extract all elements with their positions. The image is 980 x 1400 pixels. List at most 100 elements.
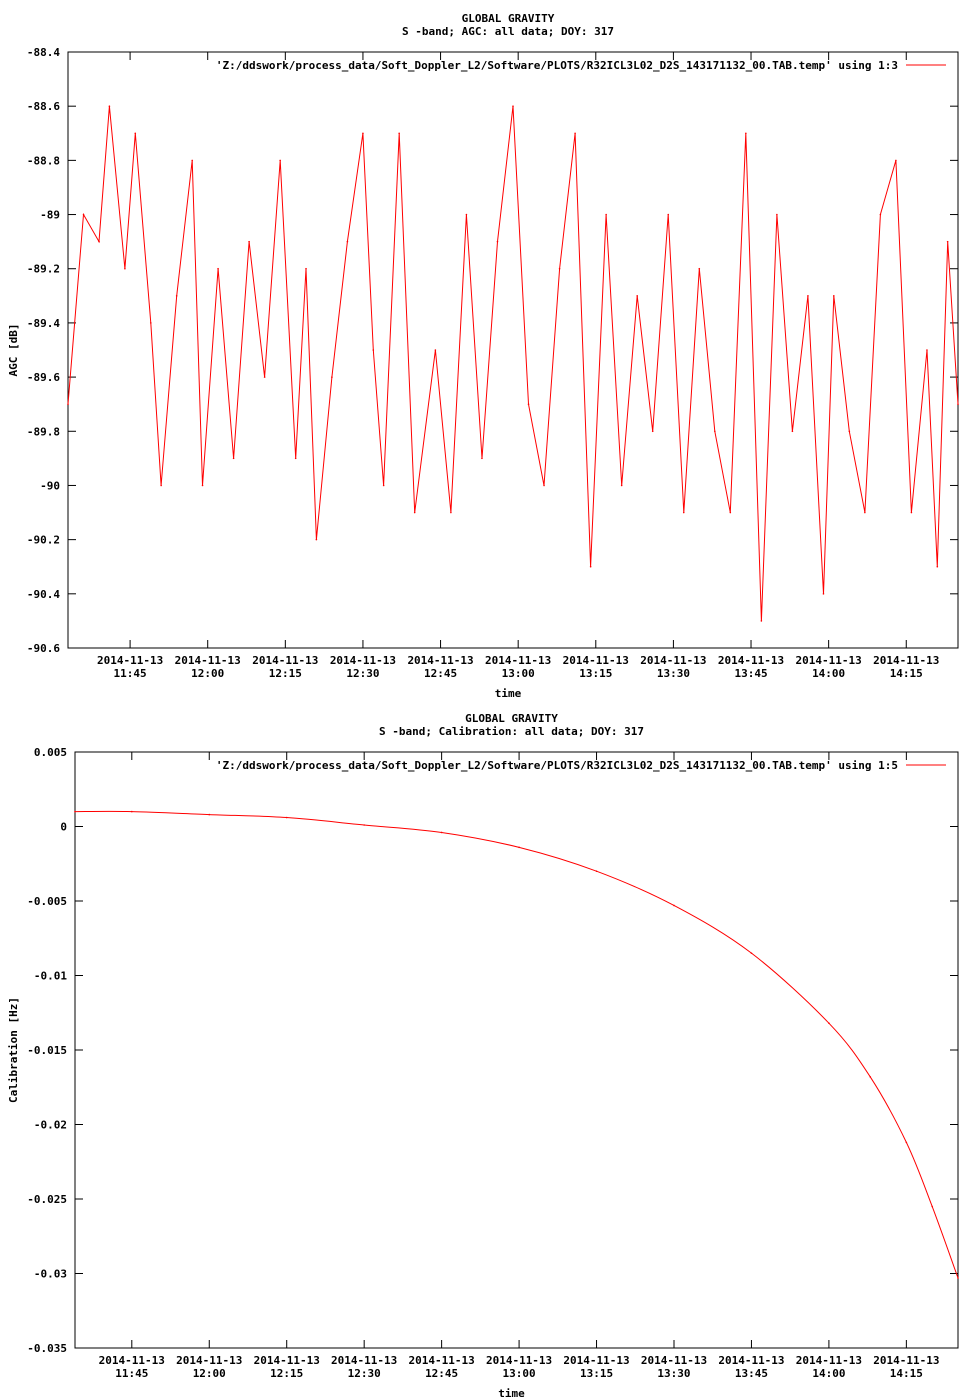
data-point [331,376,333,378]
x-tick-label-date: 2014-11-13 [407,654,473,667]
x-tick-label-time: 12:45 [425,1367,458,1380]
x-tick-label-date: 2014-11-13 [641,1354,707,1367]
x-tick-label-time: 13:30 [657,1367,690,1380]
data-point [315,538,318,541]
y-tick-label: -89.4 [27,317,60,330]
data-point [682,511,685,514]
data-point [543,484,545,487]
x-tick-label-time: 13:15 [579,667,612,680]
x-tick-label-date: 2014-11-13 [640,654,706,667]
y-tick-label: -88.8 [27,154,60,167]
chart-title: GLOBAL GRAVITY [462,12,555,25]
data-point [294,457,297,460]
data-point [160,484,162,487]
data-point [263,376,266,378]
data-point [905,1141,908,1144]
data-point [957,1277,959,1279]
series-line [67,106,959,621]
data-point [149,322,152,324]
x-tick-label-date: 2014-11-13 [486,1354,552,1367]
data-point [895,159,897,162]
data-point [131,810,133,813]
x-tick-label-date: 2014-11-13 [873,654,939,667]
y-tick-label: -0.015 [27,1044,67,1057]
data-point [363,824,365,826]
y-tick-label: -90.2 [27,534,60,547]
x-tick-label-time: 13:15 [580,1367,613,1380]
data-point [910,511,913,514]
x-tick-label-date: 2014-11-13 [254,1354,320,1367]
data-point [667,213,670,216]
x-tick-label-time: 12:30 [346,667,379,680]
y-axis-label: Calibration [Hz] [7,997,20,1103]
data-point [589,565,592,568]
y-tick-label: -90.6 [27,642,60,655]
data-point [413,511,416,514]
data-point [605,213,607,216]
y-tick-label: 0 [60,821,67,834]
data-point [620,484,623,487]
x-tick-label-date: 2014-11-13 [718,1354,784,1367]
data-point [248,240,250,243]
data-point [305,267,307,270]
x-tick-label-time: 13:45 [734,667,767,680]
data-point [957,403,959,405]
y-axis-label: AGC [dB] [7,324,20,377]
data-point [208,813,211,816]
x-tick-label-time: 14:00 [812,1367,845,1380]
x-tick-label-date: 2014-11-13 [252,654,318,667]
data-point [822,593,825,595]
data-point [651,430,654,433]
x-tick-label-date: 2014-11-13 [718,654,784,667]
data-point [98,240,100,243]
data-point [450,511,452,514]
data-point [434,349,437,351]
data-point [285,816,288,819]
data-point [828,1022,830,1024]
x-tick-label-time: 11:45 [114,667,147,680]
x-tick-label-time: 12:30 [348,1367,381,1380]
data-point [558,267,561,270]
data-point [946,240,949,243]
data-point [926,349,928,351]
data-point [714,430,716,433]
x-tick-label-date: 2014-11-13 [796,1354,862,1367]
data-point [232,457,235,460]
data-point [879,213,882,216]
data-point [217,267,219,270]
data-point [673,904,675,907]
data-point [936,565,939,568]
plot-frame [74,751,959,1349]
chart-subtitle: S -band; AGC: all data; DOY: 317 [402,25,614,38]
data-point [362,132,364,135]
data-point [512,105,514,107]
data-point [595,870,598,872]
series-line [74,810,959,1279]
data-point [869,1076,872,1078]
x-tick-label-time: 13:45 [735,1367,768,1380]
data-point [496,240,499,243]
data-point [750,952,753,954]
data-point [574,132,576,135]
x-tick-label-date: 2014-11-13 [331,1354,397,1367]
chart-subtitle: S -band; Calibration: all data; DOY: 317 [379,725,644,738]
data-point [382,484,385,487]
x-tick-label-date: 2014-11-13 [99,1354,165,1367]
data-point [745,132,747,135]
data-point [124,267,126,270]
data-point [440,831,443,834]
data-point [372,349,375,351]
x-tick-label-time: 12:45 [424,667,457,680]
y-tick-label: -0.02 [34,1119,67,1132]
x-axis-label: time [498,1387,525,1400]
data-point [518,846,520,849]
x-tick-label-date: 2014-11-13 [176,1354,242,1367]
y-tick-label: -89.8 [27,425,60,438]
x-tick-label-date: 2014-11-13 [175,654,241,667]
data-point [527,403,530,405]
y-tick-label: -88.6 [27,100,60,113]
y-tick-label: -0.035 [27,1342,67,1355]
